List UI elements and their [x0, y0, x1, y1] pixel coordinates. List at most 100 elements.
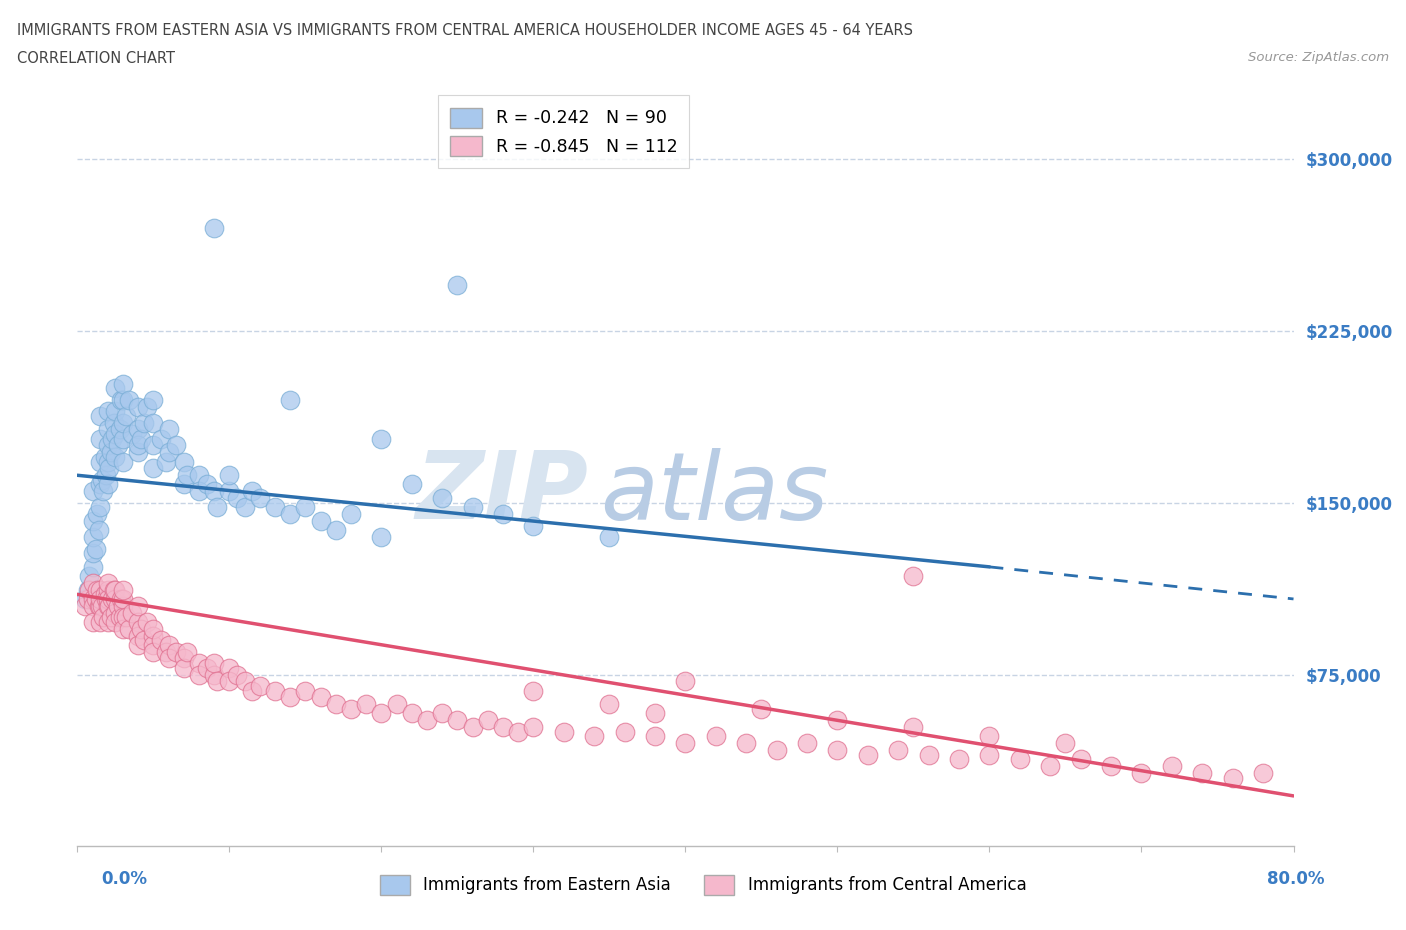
Point: [218, 468, 240, 483]
Point: [508, 724, 530, 739]
Point: [111, 621, 134, 636]
Point: [101, 591, 124, 606]
Point: [89, 591, 111, 606]
Point: [354, 697, 377, 711]
Point: [82, 530, 104, 545]
Point: [278, 392, 301, 407]
Point: [108, 422, 131, 437]
Point: [79, 582, 101, 597]
Point: [205, 500, 228, 515]
Point: [97, 598, 120, 613]
Text: atlas: atlas: [600, 448, 828, 538]
Point: [751, 701, 773, 716]
Point: [522, 684, 544, 698]
Point: [796, 736, 818, 751]
Point: [96, 468, 118, 483]
Point: [1008, 751, 1031, 766]
Point: [115, 408, 138, 423]
Point: [104, 449, 127, 464]
Point: [142, 461, 165, 476]
Point: [149, 632, 172, 647]
Point: [86, 582, 108, 597]
Point: [155, 454, 177, 469]
Point: [370, 432, 392, 446]
Point: [111, 582, 134, 597]
Point: [104, 380, 127, 395]
Point: [325, 523, 347, 538]
Point: [1130, 765, 1153, 780]
Point: [173, 651, 195, 666]
Point: [127, 445, 149, 459]
Point: [104, 605, 127, 620]
Point: [142, 438, 165, 453]
Point: [195, 660, 218, 675]
Point: [188, 468, 211, 483]
Point: [918, 747, 941, 762]
Point: [91, 610, 114, 625]
Point: [522, 518, 544, 533]
Text: ZIP: ZIP: [415, 447, 588, 539]
Point: [97, 582, 120, 597]
Point: [294, 684, 316, 698]
Point: [948, 751, 970, 766]
Point: [461, 500, 484, 515]
Point: [142, 415, 165, 430]
Point: [136, 615, 159, 630]
Text: 80.0%: 80.0%: [1267, 870, 1324, 888]
Point: [93, 587, 115, 602]
Point: [127, 399, 149, 414]
Point: [157, 637, 180, 652]
Point: [111, 415, 134, 430]
Point: [89, 598, 111, 613]
Point: [111, 392, 134, 407]
Point: [129, 621, 152, 636]
Point: [77, 582, 100, 597]
Point: [598, 697, 620, 711]
Point: [226, 667, 249, 682]
Point: [176, 468, 198, 483]
Point: [142, 392, 165, 407]
Point: [89, 477, 111, 492]
Point: [401, 477, 423, 492]
Point: [97, 477, 120, 492]
Point: [675, 674, 697, 689]
Point: [97, 422, 120, 437]
Point: [325, 697, 347, 711]
Point: [195, 477, 218, 492]
Point: [111, 432, 134, 446]
Point: [370, 706, 392, 721]
Point: [613, 724, 636, 739]
Point: [218, 660, 240, 675]
Point: [340, 507, 363, 522]
Point: [104, 591, 127, 606]
Point: [142, 621, 165, 636]
Text: Source: ZipAtlas.com: Source: ZipAtlas.com: [1249, 51, 1389, 64]
Point: [82, 546, 104, 561]
Point: [903, 720, 925, 735]
Point: [553, 724, 575, 739]
Point: [979, 747, 1001, 762]
Point: [118, 621, 141, 636]
Point: [492, 720, 515, 735]
Point: [157, 651, 180, 666]
Point: [127, 615, 149, 630]
Point: [136, 399, 159, 414]
Point: [461, 720, 484, 735]
Point: [82, 615, 104, 630]
Point: [704, 729, 727, 744]
Point: [98, 598, 121, 613]
Point: [430, 706, 453, 721]
Point: [249, 491, 271, 506]
Point: [583, 729, 606, 744]
Point: [233, 674, 256, 689]
Point: [93, 449, 115, 464]
Point: [79, 568, 101, 583]
Point: [87, 598, 110, 613]
Point: [134, 632, 156, 647]
Point: [188, 667, 211, 682]
Point: [157, 445, 180, 459]
Point: [115, 610, 138, 625]
Point: [446, 713, 468, 728]
Point: [370, 530, 392, 545]
Point: [127, 598, 149, 613]
